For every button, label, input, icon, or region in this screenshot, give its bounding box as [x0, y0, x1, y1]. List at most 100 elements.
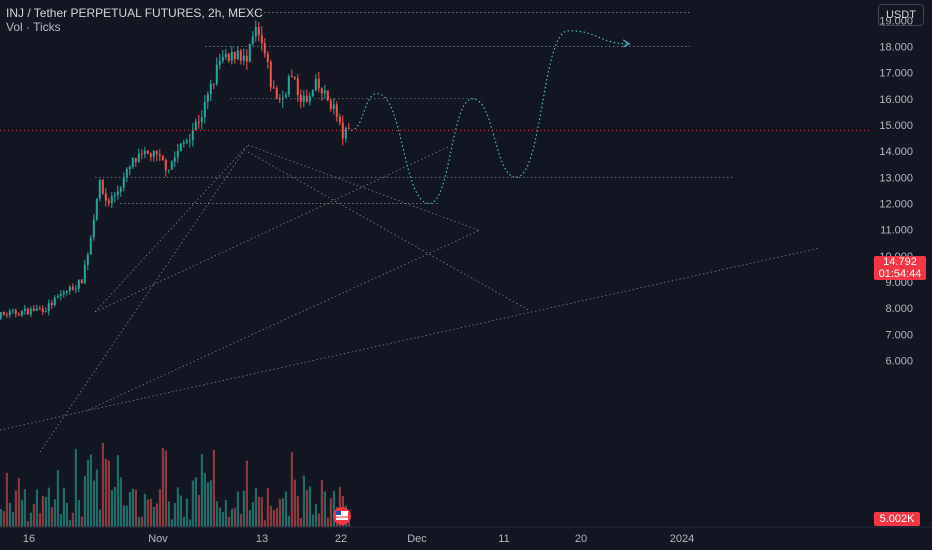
- volume-bar: [188, 519, 191, 527]
- candle-body: [326, 90, 329, 101]
- candle-body: [293, 77, 296, 79]
- volume-bar: [251, 502, 254, 527]
- candle-body: [272, 87, 275, 89]
- time-tick-label: 13: [256, 533, 268, 545]
- last-price-tag: 14.792 01:54:44: [874, 256, 926, 280]
- volume-bar: [305, 489, 308, 527]
- candle-body: [200, 117, 203, 123]
- time-tick-label: Dec: [407, 533, 427, 545]
- candle-body: [284, 94, 287, 98]
- candle-body: [92, 219, 95, 238]
- volume-bar: [236, 491, 239, 527]
- volume-bar: [215, 501, 218, 527]
- candle-body: [194, 121, 197, 131]
- volume-bar: [131, 488, 134, 527]
- volume-bar: [122, 505, 125, 527]
- volume-bar: [206, 482, 209, 527]
- candle-body: [107, 200, 110, 204]
- flag-marker[interactable]: [333, 507, 351, 525]
- volume-bar: [257, 496, 260, 527]
- volume-bar: [302, 475, 305, 527]
- volume-bar: [101, 442, 104, 527]
- projection-path: [350, 30, 631, 205]
- candle-body: [50, 303, 53, 306]
- volume-bar: [83, 475, 86, 527]
- candle-body: [233, 52, 236, 60]
- volume-bar: [17, 478, 20, 527]
- volume-bar: [119, 477, 122, 527]
- volume-bar: [170, 519, 173, 527]
- candle-body: [296, 78, 299, 95]
- volume-bar: [278, 499, 281, 527]
- candle-body: [281, 97, 284, 100]
- volume-bar: [92, 480, 95, 527]
- currency-button[interactable]: USDT: [878, 4, 924, 26]
- candle-body: [314, 78, 317, 91]
- volume-bar: [296, 496, 299, 527]
- volume-bar: [149, 498, 152, 527]
- time-tick-label: Nov: [148, 533, 168, 545]
- candle-body: [338, 116, 341, 123]
- trend-drawings: [0, 12, 821, 453]
- price-axis[interactable]: 23.00022.00021.00020.00019.00018.00017.0…: [879, 0, 913, 367]
- volume-bar: [281, 498, 284, 527]
- candle-body: [302, 95, 305, 102]
- candle-body: [305, 95, 308, 102]
- volume-bar: [53, 499, 56, 527]
- volume-bar: [230, 508, 233, 527]
- volume-bar: [182, 516, 185, 527]
- volume-bar: [263, 520, 266, 527]
- candle-body: [323, 90, 326, 94]
- candle-body: [116, 191, 119, 196]
- candle-body: [134, 157, 137, 162]
- candle-body: [20, 310, 23, 316]
- candle-body: [143, 150, 146, 154]
- candle-body: [2, 312, 5, 315]
- candle-body: [68, 286, 71, 292]
- candle-body: [221, 56, 224, 61]
- candle-body: [74, 288, 77, 290]
- candle-body: [53, 297, 56, 306]
- volume-bar: [134, 489, 137, 527]
- price-tick-label: 14.000: [879, 146, 913, 158]
- volume-bar: [77, 499, 80, 527]
- volume-bar: [11, 512, 14, 527]
- candle-body: [278, 98, 281, 100]
- volume-bar: [314, 504, 317, 527]
- volume-bar: [146, 499, 149, 527]
- volume-bar: [29, 512, 32, 527]
- candle-body: [227, 54, 230, 61]
- volume-bar: [248, 510, 251, 527]
- volume-bar: [152, 506, 155, 527]
- candle-body: [95, 198, 98, 220]
- candle-body: [8, 311, 11, 316]
- candle-body: [14, 310, 17, 314]
- price-tick-label: 15.000: [879, 120, 913, 132]
- volume-bar: [38, 513, 41, 527]
- volume-bar: [125, 505, 128, 527]
- price-tick-label: 11.000: [880, 225, 913, 237]
- candle-body: [230, 52, 233, 61]
- volume-bar: [308, 486, 311, 527]
- candle-body: [257, 26, 260, 36]
- candle-body: [242, 55, 245, 61]
- candle-body: [179, 143, 182, 151]
- price-tick-label: 19.000: [879, 15, 913, 27]
- trendline: [94, 147, 246, 313]
- time-axis[interactable]: 16 Nov 13 22 Dec 11 20 2024: [23, 533, 694, 545]
- volume-bar: [140, 516, 143, 527]
- candle-body: [269, 61, 272, 88]
- volume-bar: [0, 508, 3, 527]
- volume-bar: [47, 487, 50, 527]
- symbol-title[interactable]: INJ / Tether PERPETUAL FUTURES, 2h, MEXC: [6, 6, 263, 20]
- time-tick-label: 16: [23, 533, 35, 545]
- volume-bar: [221, 512, 224, 527]
- candle-body: [251, 36, 254, 44]
- candle-body: [311, 90, 314, 97]
- indicator-label[interactable]: Vol · Ticks: [6, 20, 61, 34]
- candle-body: [5, 314, 8, 316]
- candle-body: [146, 150, 149, 154]
- candle-body: [110, 196, 113, 204]
